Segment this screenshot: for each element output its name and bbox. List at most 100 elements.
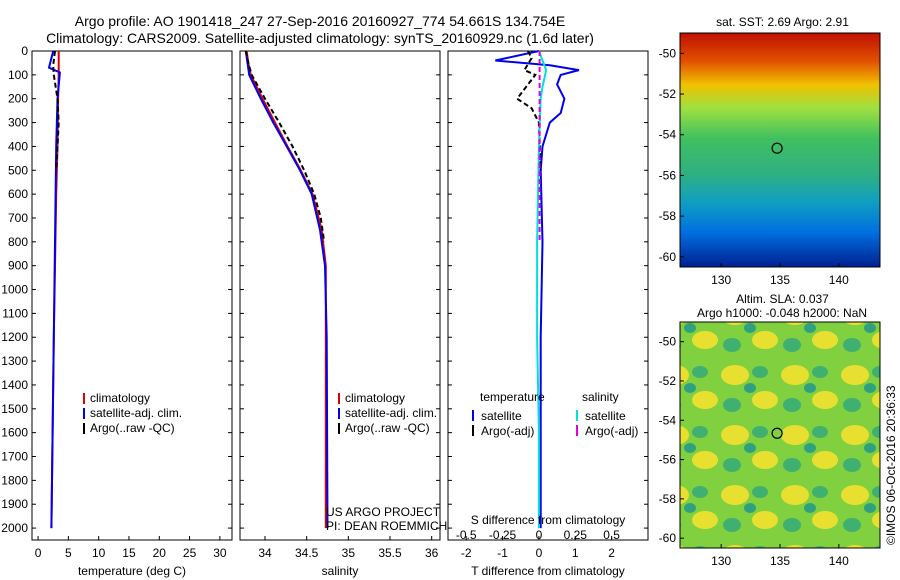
map-y-tick-label: -60 (659, 531, 677, 545)
map-x-tick-label: 135 (770, 273, 790, 287)
secondary-axis-label: S difference from climatology (471, 513, 626, 527)
plot-frame (447, 50, 649, 541)
map-field (680, 322, 880, 548)
x-tick-label: 20 (153, 546, 167, 560)
y-tick-label: 300 (8, 116, 28, 130)
secondary-tick-label: 0.25 (564, 528, 588, 542)
map-x-tick-label: 130 (711, 273, 731, 287)
x-tick-label: 35 (342, 546, 356, 560)
map-y-tick-label: -54 (659, 413, 677, 427)
map-x-tick-label: 130 (711, 554, 731, 568)
y-tick-label: 700 (8, 211, 28, 225)
plot-title-line1: Argo profile: AO 1901418_247 27-Sep-2016… (74, 13, 566, 29)
x-tick-label: 36 (425, 546, 439, 560)
legend-label: satellite-adj. clim. (345, 406, 437, 420)
series-line (515, 50, 542, 171)
map-x-tick-label: 135 (770, 554, 790, 568)
argo-position-marker (771, 142, 783, 154)
temperature-panel: 0100200300400500600700800900100011001200… (1, 44, 233, 578)
secondary-tick-label: -0.5 (456, 528, 477, 542)
legend-label: climatology (345, 391, 405, 405)
legend-label: satellite (481, 409, 522, 423)
map-y-tick-label: -50 (659, 46, 677, 60)
x-tick-label: 25 (183, 546, 197, 560)
y-tick-label: 1200 (1, 330, 28, 344)
y-tick-label: 500 (8, 163, 28, 177)
legend-group-label: salinity (582, 390, 619, 404)
map-x-tick-label: 140 (829, 554, 849, 568)
secondary-tick-label: 0.5 (603, 528, 620, 542)
legend-group-label: temperature (480, 390, 545, 404)
y-tick-label: 1400 (1, 378, 28, 392)
series-line (244, 50, 329, 529)
map-y-tick-label: -58 (659, 492, 677, 506)
sst-map-title: sat. SST: 2.69 Argo: 2.91 (716, 15, 849, 29)
y-tick-label: 0 (21, 44, 28, 58)
legend-label: Argo(-adj) (481, 424, 534, 438)
sla-map-panel: -50 -52 -54 -56 -58 -60 130 135 140 (659, 321, 881, 568)
y-tick-label: 1100 (2, 306, 28, 320)
y-tick-label: 1700 (1, 450, 28, 464)
plot-frame (239, 50, 441, 541)
salinity-panel: 34 34.5 35 35.5 36 salinity climatologysatelli… (239, 50, 447, 578)
x-tick-label: 10 (92, 546, 106, 560)
map-y-tick-label: -52 (659, 374, 677, 388)
legend-label: Argo(..raw -QC) (90, 421, 175, 435)
legend-label: climatology (90, 391, 150, 405)
series-line (495, 50, 580, 529)
map-x-tick-label: 140 (829, 273, 849, 287)
imos-credit: ©IMOS 06-Oct-2016 20:36:33 (884, 385, 898, 545)
x-tick-label: -2 (461, 546, 472, 560)
map-field (680, 33, 880, 267)
map-y-tick-label: -56 (659, 168, 677, 182)
y-tick-label: 1300 (1, 354, 28, 368)
map-y-tick-label: -56 (659, 453, 677, 467)
y-tick-label: 800 (8, 235, 28, 249)
sla-map-title: Altim. SLA: 0.037 (736, 292, 829, 306)
x-tick-label: 0 (35, 546, 42, 560)
y-tick-label: 1600 (1, 426, 28, 440)
y-tick-label: 1900 (1, 497, 28, 511)
y-tick-label: 1800 (1, 473, 28, 487)
y-tick-label: 2000 (1, 521, 28, 535)
sla-map-subtitle: Argo h1000: -0.048 h2000: NaN (696, 306, 868, 320)
map-y-tick-label: -54 (659, 128, 677, 142)
x-tick-label: -1 (497, 546, 508, 560)
legend-label: satellite (585, 409, 626, 423)
x-tick-label: 30 (213, 546, 227, 560)
x-tick-label: 5 (65, 546, 72, 560)
y-tick-label: 600 (8, 187, 28, 201)
series-line (52, 50, 60, 171)
map-y-tick-label: -60 (659, 250, 677, 264)
secondary-tick-label: -0.25 (489, 528, 517, 542)
y-tick-label: 1500 (1, 402, 28, 416)
map-y-tick-label: -52 (659, 87, 677, 101)
x-axis-label: temperature (deg C) (78, 564, 186, 578)
x-tick-label: 1 (572, 546, 579, 560)
argo-position-marker (771, 427, 783, 439)
series-line (536, 50, 548, 529)
legend-label: Argo(-adj) (585, 424, 638, 438)
plot-title-line2: Climatology: CARS2009. Satellite-adjuste… (46, 30, 594, 46)
y-tick-label: 400 (8, 139, 28, 153)
x-axis-label: T difference from climatology (471, 564, 625, 578)
sst-map-panel: -50 -52 -54 -56 -58 -60 130 135 140 (659, 32, 881, 287)
x-tick-label: 2 (608, 546, 615, 560)
difference-panel: -2 -1 0 1 2 T difference from climatology temp… (447, 50, 649, 578)
annotation-text: PI: DEAN ROEMMICH (326, 519, 447, 533)
y-tick-label: 200 (8, 92, 28, 106)
annotation-text: US ARGO PROJECT (326, 505, 441, 519)
x-tick-label: 15 (122, 546, 136, 560)
x-tick-label: 35.5 (378, 546, 402, 560)
y-tick-label: 1000 (1, 283, 28, 297)
legend-label: satellite-adj. clim. (90, 406, 182, 420)
map-y-tick-label: -58 (659, 209, 677, 223)
x-tick-label: 0 (536, 546, 543, 560)
x-axis-label: salinity (322, 564, 359, 578)
x-tick-label: 34 (258, 546, 272, 560)
secondary-tick-label: 0 (536, 528, 543, 542)
y-tick-label: 100 (8, 68, 28, 82)
x-tick-label: 34.5 (295, 546, 319, 560)
legend-label: Argo(..raw -QC) (345, 421, 430, 435)
